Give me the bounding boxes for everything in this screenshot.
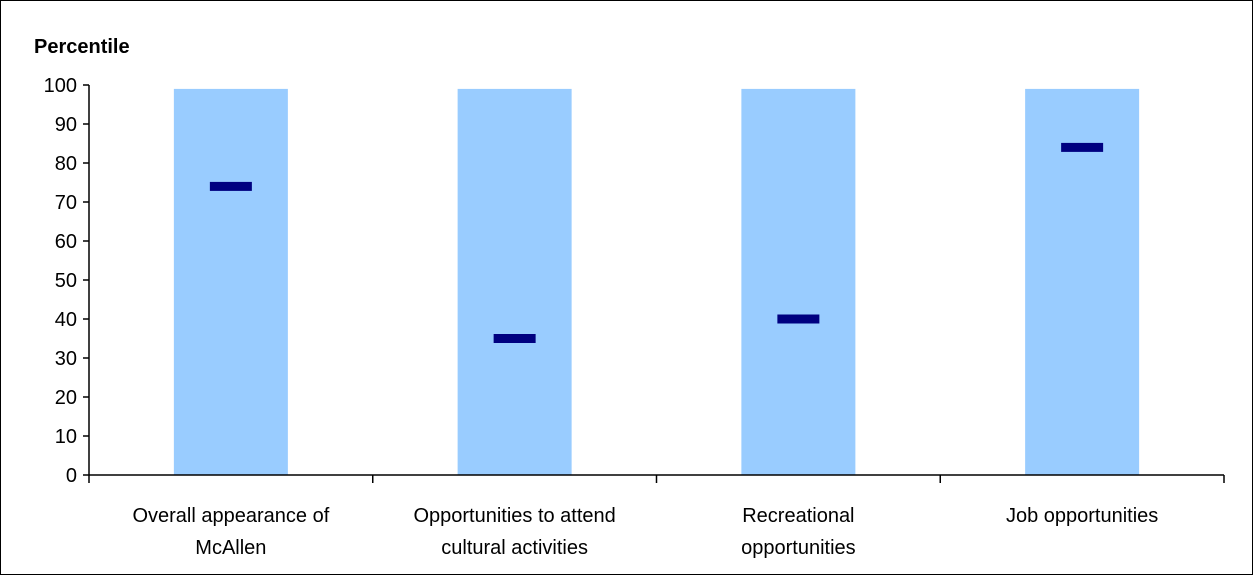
range-bar [741,88,856,476]
percentile-marker [493,334,536,343]
percentile-marker [209,181,252,191]
range-bar [457,88,572,476]
x-tick-label: Job opportunities [1006,505,1158,527]
percentile-marker [1061,142,1104,152]
x-tick-label: Overall appearance of [132,505,329,527]
y-tick-label: 60 [55,231,77,253]
x-tick-label: McAllen [195,537,266,559]
x-tick-label: cultural activities [441,537,588,559]
axes [83,84,1225,483]
y-axis-title: Percentile [34,36,130,58]
y-tick-label: 10 [55,426,77,448]
x-tick-label: opportunities [741,537,856,559]
x-tick-label: Recreational [742,505,854,527]
y-tick-label: 0 [66,465,77,487]
y-tick-label: 90 [55,114,77,136]
y-tick-label: 30 [55,348,77,370]
y-tick-label: 70 [55,192,77,214]
y-tick-label: 40 [55,309,77,331]
x-tick-label: Opportunities to attend [413,505,615,527]
percentile-markers [209,142,1104,343]
y-tick-label: 20 [55,387,77,409]
y-tick-label: 50 [55,270,77,292]
y-tick-label: 80 [55,153,77,175]
axis-labels: Overall appearance of McAllen Opportunitie… [44,75,1159,559]
range-bar [1025,88,1140,476]
percentile-marker [777,314,820,324]
range-bars [173,88,1140,476]
y-tick-label: 100 [44,75,77,97]
range-bar [173,88,288,476]
